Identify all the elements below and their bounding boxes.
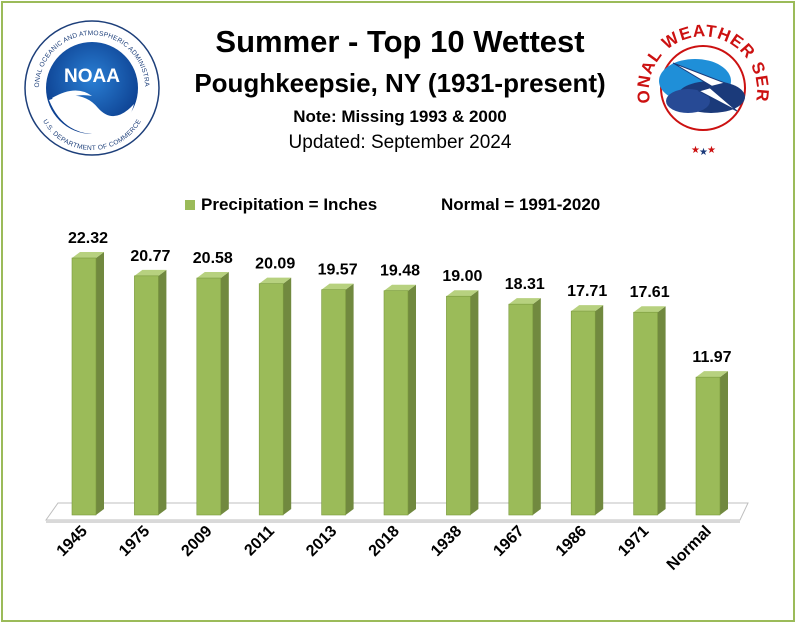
bar-top: [633, 306, 666, 313]
data-label: 19.57: [318, 262, 358, 279]
bar: [134, 275, 159, 516]
data-label: 19.48: [380, 263, 420, 280]
bar: [321, 289, 346, 516]
x-tick-label: 2011: [241, 523, 278, 560]
noaa-logo: NOAA NATIONAL OCEANIC AND ATMOSPHERIC AD…: [22, 18, 160, 156]
data-label: 19.00: [442, 268, 482, 285]
x-tick-label: 1938: [428, 523, 465, 560]
noaa-wordmark: NOAA: [64, 66, 120, 87]
x-tick-label: 1986: [553, 523, 590, 560]
bar: [383, 290, 409, 516]
bar: [196, 277, 222, 516]
bar-side: [595, 305, 604, 515]
legend-normal-label: Normal = 1991-2020: [441, 195, 601, 214]
data-label: 20.77: [130, 248, 170, 265]
bar-top: [196, 272, 229, 279]
chart-subtitle: Poughkeepsie, NY (1931-present): [194, 68, 606, 98]
bar-side: [657, 306, 666, 515]
bar: [446, 295, 471, 516]
x-tick-label: 1975: [116, 523, 153, 560]
bar-side: [345, 283, 354, 515]
data-label: 20.09: [255, 256, 295, 273]
bar-side: [532, 298, 541, 515]
chart-floor-edge: [46, 520, 740, 523]
updated-text: Updated: September 2024: [288, 132, 512, 153]
bar: [71, 257, 97, 516]
bar-top: [571, 305, 604, 312]
bar: [570, 310, 596, 516]
data-label: 17.61: [630, 284, 670, 301]
legend-series-label: Precipitation = Inches: [201, 195, 378, 214]
bar-side: [283, 277, 292, 515]
bar: [258, 283, 284, 516]
x-tick-label: Normal: [664, 523, 715, 574]
star-icon: ★: [691, 145, 700, 156]
data-label: 20.58: [193, 250, 233, 267]
bar-top: [321, 283, 354, 290]
x-tick-label: 2013: [303, 523, 340, 560]
nws-logo: NATIONAL WEATHER SERVICE ★ ★ ★: [633, 13, 771, 158]
bar-top: [72, 252, 104, 258]
star-icon: ★: [699, 147, 708, 158]
legend: Precipitation = Inches Normal = 1991-202…: [0, 194, 796, 218]
data-label: 11.97: [692, 349, 731, 366]
bar: [508, 303, 534, 516]
bar-side: [408, 284, 416, 515]
x-tick-label: 1945: [54, 523, 91, 560]
x-tick-label: 1971: [615, 523, 652, 560]
bar-side: [220, 272, 229, 515]
bar-side: [470, 290, 479, 515]
x-tick-label: 2018: [366, 523, 403, 560]
data-label: 17.71: [567, 283, 607, 300]
chart-note: Note: Missing 1993 & 2000: [293, 107, 507, 126]
data-label: 18.31: [505, 276, 545, 293]
bar: [633, 311, 658, 516]
chart-title: Summer - Top 10 Wettest: [215, 24, 585, 59]
bar-top: [446, 290, 479, 297]
bar-side: [720, 371, 728, 515]
bar-top: [508, 298, 541, 305]
data-label: 22.32: [68, 230, 108, 247]
bar-top: [696, 371, 728, 378]
legend-swatch: [185, 200, 195, 210]
bar-side: [96, 252, 104, 515]
bar-top: [384, 284, 416, 291]
bar: [695, 376, 721, 516]
x-tick-label: 1967: [490, 523, 527, 560]
bar-top: [134, 269, 167, 276]
x-tick-label: 2009: [178, 523, 215, 560]
star-icon: ★: [707, 145, 716, 156]
bar-side: [158, 269, 167, 515]
bar-top: [259, 277, 292, 284]
